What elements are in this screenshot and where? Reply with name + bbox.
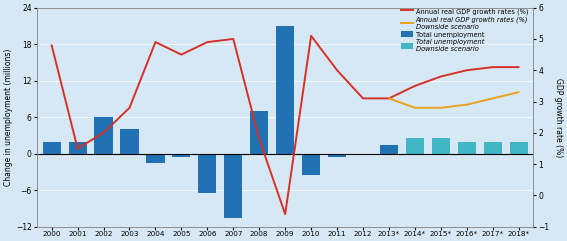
Bar (328, 154, 346, 157)
Bar (484, 141, 502, 154)
Bar (406, 139, 424, 154)
Bar (224, 154, 242, 218)
Bar (432, 139, 450, 154)
Bar (198, 154, 217, 193)
Bar (146, 154, 164, 163)
Y-axis label: Change in unemployment (millions): Change in unemployment (millions) (4, 48, 13, 186)
Bar (95, 117, 113, 154)
Bar (432, 139, 450, 154)
Bar (484, 141, 502, 154)
Bar (43, 141, 61, 154)
Bar (250, 111, 268, 154)
Bar (276, 26, 294, 154)
Bar (120, 129, 138, 154)
Bar (458, 141, 476, 154)
Y-axis label: GDP growth rate (%): GDP growth rate (%) (554, 78, 563, 157)
Bar (69, 141, 87, 154)
Legend: Annual real GDP growth rates (%), Annual real GDP growth rates (%)
Downside scen: Annual real GDP growth rates (%), Annual… (400, 7, 530, 54)
Bar (510, 141, 528, 154)
Bar (302, 154, 320, 175)
Bar (510, 141, 528, 154)
Bar (458, 141, 476, 154)
Bar (172, 154, 191, 157)
Bar (406, 139, 424, 154)
Bar (380, 145, 398, 154)
